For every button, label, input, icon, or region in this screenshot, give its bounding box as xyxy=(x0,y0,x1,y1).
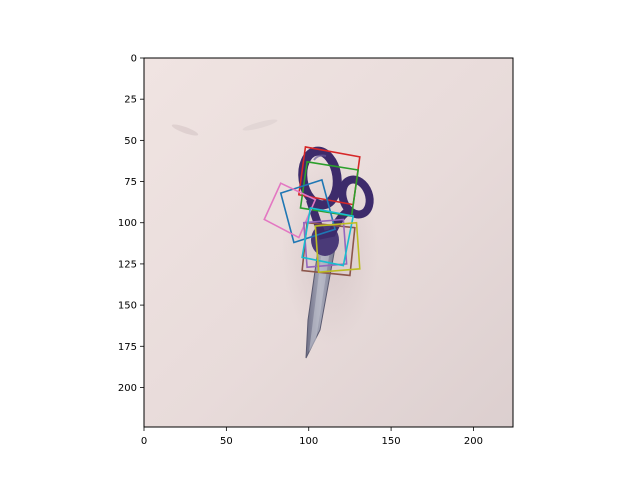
y-tick-label: 125 xyxy=(118,259,137,270)
photo-image xyxy=(144,58,513,427)
bounding-box-8 xyxy=(314,221,361,274)
axes-frame xyxy=(143,57,514,428)
y-tick-label: 50 xyxy=(124,136,137,147)
x-tick-label: 100 xyxy=(299,436,318,447)
x-tick-label: 150 xyxy=(382,436,401,447)
y-tick-label: 75 xyxy=(124,177,137,188)
bounding-box-6 xyxy=(302,218,348,269)
bounding-box-3 xyxy=(279,178,337,244)
bounding-box-5 xyxy=(301,221,356,277)
y-tick-label: 100 xyxy=(118,218,137,229)
y-tick-label: 0 xyxy=(131,54,137,65)
x-tick-label: 200 xyxy=(464,436,483,447)
x-axis: 0 50 100 150 200 xyxy=(141,427,483,447)
bounding-box-4 xyxy=(263,182,317,239)
x-tick-label: 50 xyxy=(220,436,233,447)
bounding-boxes xyxy=(263,146,361,277)
y-tick-label: 200 xyxy=(118,383,137,394)
y-tick-label: 175 xyxy=(118,342,137,353)
bounding-box-7 xyxy=(301,206,355,267)
y-axis: 0 25 50 75 100 125 150 175 200 xyxy=(118,54,144,394)
x-tick-label: 0 xyxy=(141,436,147,447)
y-tick-label: 25 xyxy=(124,95,137,106)
y-tick-label: 150 xyxy=(118,301,137,312)
